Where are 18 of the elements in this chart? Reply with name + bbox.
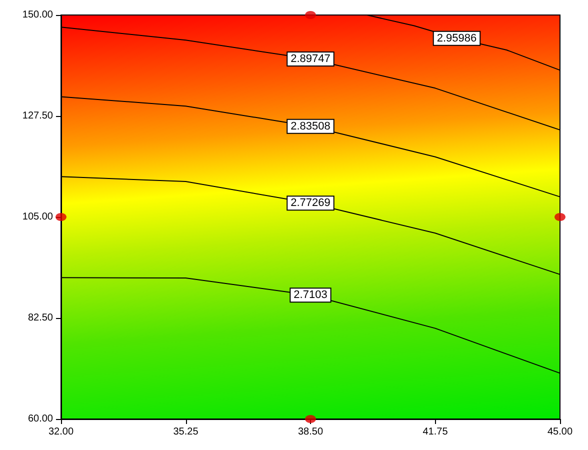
- y-tick-label: 127.50: [22, 110, 54, 122]
- y-tick-label: 82.50: [28, 312, 54, 324]
- x-tick-label: 38.50: [298, 426, 324, 438]
- y-tick-label: 60.00: [28, 414, 54, 424]
- x-tick-label: 35.25: [173, 426, 199, 438]
- y-tick-label: 150.00: [22, 10, 54, 20]
- point: [305, 415, 316, 423]
- x-tick-label: 41.75: [422, 426, 448, 438]
- series-label: 2.89747: [290, 52, 330, 65]
- series-label: 2.77269: [290, 197, 330, 210]
- series-label: 2.83508: [290, 120, 330, 132]
- point: [56, 213, 66, 221]
- series-label: 2.95986: [436, 32, 477, 44]
- y-tick-label: 105.00: [22, 212, 54, 222]
- point: [554, 213, 566, 221]
- point: [305, 11, 316, 19]
- x-tick-label: 32.00: [48, 426, 74, 438]
- x-tick-label: 45.00: [547, 426, 573, 438]
